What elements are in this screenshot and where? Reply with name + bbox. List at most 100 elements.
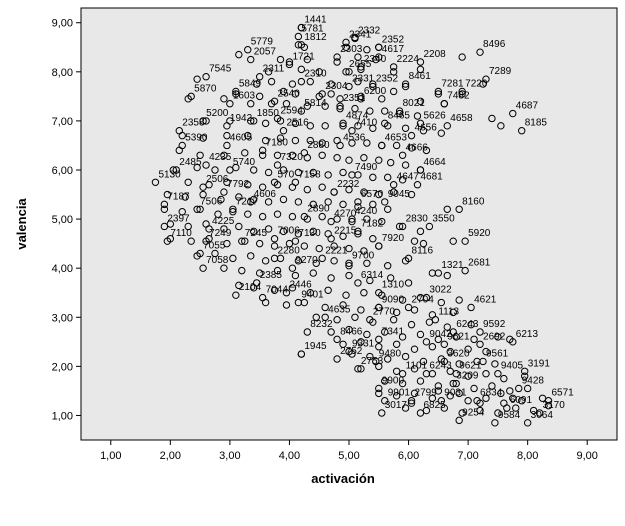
- data-point: [211, 249, 219, 258]
- data-point: [381, 377, 389, 385]
- point-label: 9700: [352, 250, 375, 261]
- point-label: 2310: [304, 69, 327, 80]
- data-point: [336, 141, 344, 150]
- point-label: 4647: [397, 172, 420, 183]
- data-point: [330, 257, 338, 265]
- data-point: [270, 286, 279, 294]
- data-point: [238, 237, 246, 245]
- point-label: 2594: [281, 105, 304, 116]
- data-point: [476, 340, 484, 348]
- data-point: [196, 249, 204, 258]
- data-point: [357, 306, 365, 314]
- point-label: 4666: [406, 142, 429, 153]
- point-label: 2304: [325, 81, 348, 92]
- data-point: [220, 225, 228, 233]
- point-label: 4536: [343, 132, 366, 143]
- data-point: [282, 289, 291, 297]
- data-point: [273, 161, 282, 169]
- data-point: [202, 117, 210, 125]
- data-point: [375, 384, 383, 393]
- point-label: 1603: [233, 91, 256, 102]
- point-label: 9592: [483, 319, 506, 330]
- data-point: [455, 360, 463, 368]
- point-label: 8116: [412, 245, 434, 256]
- data-point: [360, 247, 368, 255]
- data-point: [327, 217, 335, 226]
- point-label: 4656: [415, 123, 438, 134]
- data-point: [223, 141, 231, 150]
- point-label: 6570: [361, 189, 384, 200]
- point-label: 7920: [382, 233, 405, 244]
- point-label: 3170: [543, 400, 566, 411]
- x-tick-label: 5,00: [338, 450, 359, 462]
- data-point: [535, 409, 544, 417]
- data-point: [348, 127, 356, 135]
- data-point: [378, 95, 386, 103]
- data-point: [455, 389, 463, 398]
- data-point: [309, 227, 317, 236]
- point-label: 2540: [278, 88, 301, 99]
- point-label: 6571: [552, 388, 575, 399]
- data-point: [416, 227, 425, 236]
- y-tick-label: 9,00: [52, 18, 73, 30]
- data-point: [384, 173, 392, 182]
- point-label: 1721: [292, 51, 315, 62]
- point-label: 9561: [486, 348, 509, 359]
- point-label: 3022: [429, 285, 452, 296]
- data-point: [401, 124, 410, 132]
- data-point: [381, 397, 389, 405]
- x-axis-title: activación: [311, 471, 375, 486]
- data-point: [261, 257, 270, 265]
- point-label: 6213: [516, 329, 539, 340]
- data-point: [247, 117, 255, 125]
- data-point: [500, 374, 508, 383]
- point-label: 4653: [385, 132, 408, 143]
- point-label: 6243: [456, 319, 479, 330]
- point-label: 2303: [340, 44, 363, 55]
- data-point: [172, 166, 180, 174]
- data-point: [300, 242, 309, 250]
- data-point: [339, 122, 347, 130]
- point-label: 6834: [480, 388, 503, 399]
- data-point: [187, 237, 195, 245]
- data-point: [437, 397, 446, 405]
- data-point: [297, 350, 306, 358]
- data-point: [264, 225, 273, 233]
- data-point: [443, 205, 451, 213]
- data-point: [270, 97, 279, 105]
- data-point: [306, 289, 314, 297]
- data-point: [354, 230, 362, 238]
- data-point: [241, 149, 249, 157]
- data-point: [407, 131, 416, 140]
- data-point: [294, 32, 303, 41]
- point-label: 2770: [373, 307, 396, 318]
- x-tick-label: 2,00: [160, 450, 181, 462]
- data-point: [518, 397, 526, 405]
- data-point: [398, 379, 407, 388]
- data-point: [413, 112, 422, 120]
- data-point: [506, 387, 514, 395]
- data-point: [357, 338, 365, 346]
- data-point: [351, 34, 359, 43]
- data-point: [523, 384, 532, 393]
- data-point: [267, 77, 276, 86]
- data-point: [458, 409, 466, 417]
- point-label: 4225: [212, 216, 235, 227]
- y-tick-label: 5,00: [52, 214, 73, 226]
- data-point: [187, 92, 195, 101]
- data-point: [235, 50, 243, 59]
- data-point: [288, 284, 297, 292]
- data-point: [273, 210, 282, 218]
- data-point: [416, 65, 425, 74]
- data-point: [160, 205, 169, 213]
- data-point: [515, 384, 523, 393]
- data-point: [199, 190, 207, 199]
- data-point: [366, 352, 374, 361]
- data-point: [520, 372, 529, 380]
- x-tick-label: 4,00: [279, 450, 300, 462]
- data-point: [369, 200, 377, 209]
- data-point: [184, 178, 192, 186]
- data-point: [476, 48, 484, 56]
- data-point: [294, 257, 303, 265]
- data-point: [404, 279, 413, 287]
